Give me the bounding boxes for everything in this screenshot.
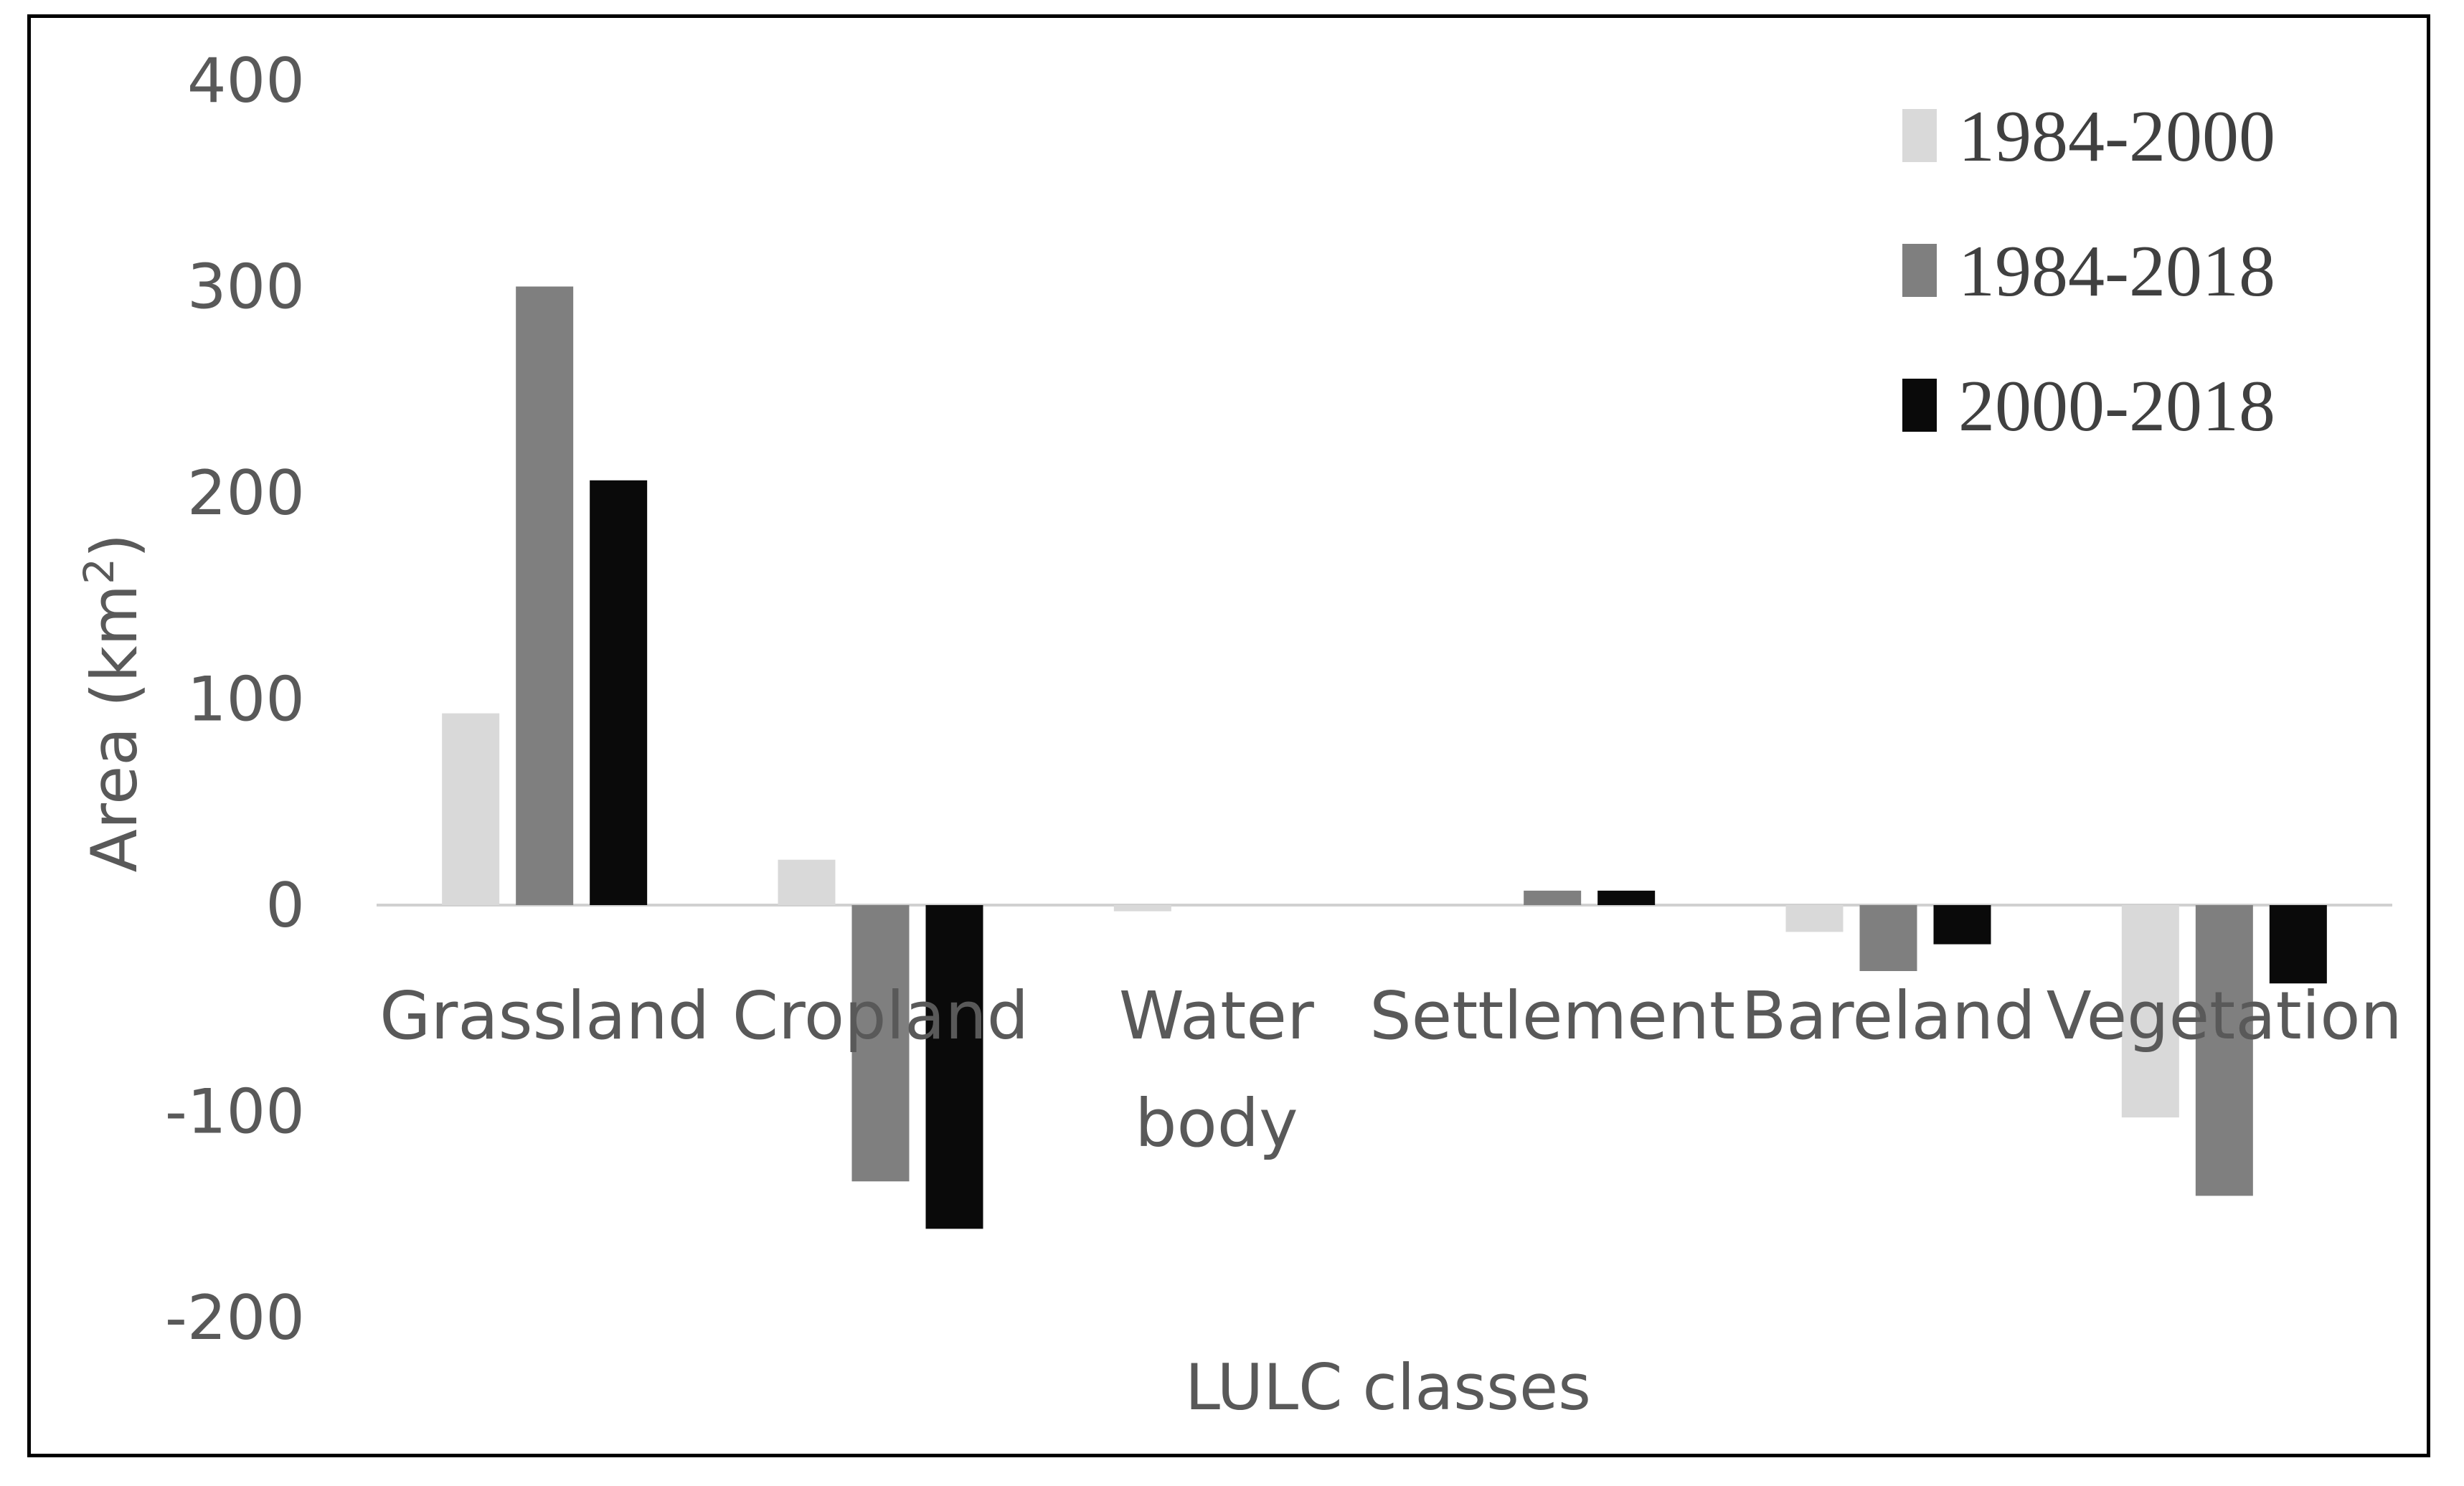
y-tick-label: 300 xyxy=(187,252,305,323)
bar-1984-2018-1 xyxy=(851,905,910,1182)
bar-1984-2000-2 xyxy=(1113,905,1171,912)
bar-2000-2018-1 xyxy=(925,905,983,1229)
legend-swatch xyxy=(1902,109,1937,162)
legend-label: 1984-2000 xyxy=(1958,96,2275,177)
category-label-line: body xyxy=(1135,1085,1298,1162)
legend-swatch xyxy=(1902,244,1937,297)
category-label-line: Bareland xyxy=(1741,978,2036,1054)
y-tick-label: 0 xyxy=(265,870,305,942)
category-label: Grassland xyxy=(379,978,709,1054)
category-label: Cropland xyxy=(732,978,1029,1054)
y-tick-label: 100 xyxy=(187,664,305,736)
bar-1984-2000-4 xyxy=(1785,905,1844,932)
y-tick-label: -100 xyxy=(165,1076,305,1148)
category-label-line: Settlement xyxy=(1369,978,1735,1054)
bars xyxy=(442,286,2327,1229)
category-label: Bareland xyxy=(1741,978,2036,1054)
y-axis-label: Area (km2) xyxy=(75,534,151,873)
bar-1984-2018-3 xyxy=(1524,890,1582,905)
bar-1984-2018-5 xyxy=(2195,905,2253,1196)
bar-1984-2000-5 xyxy=(2121,905,2179,1118)
category-label-line: Water xyxy=(1119,978,1314,1054)
y-axis-label-superscript: 2 xyxy=(75,558,123,585)
category-label-line: Grassland xyxy=(379,978,709,1054)
chart-frame xyxy=(27,14,2430,1457)
bar-2000-2018-4 xyxy=(1933,905,1991,945)
bar-2000-2018-0 xyxy=(590,480,648,905)
category-labels: Grassland Cropland Water body Settlement Bare… xyxy=(379,978,2402,1162)
legend-swatch xyxy=(1902,379,1937,432)
category-label: Vegetation xyxy=(2047,978,2402,1054)
bar-1984-2018-0 xyxy=(516,286,574,905)
bar-1984-2018-4 xyxy=(1859,905,1917,971)
y-axis-label-close: ) xyxy=(77,534,151,558)
legend-label: 1984-2018 xyxy=(1958,231,2275,312)
x-axis-label: LULC classes xyxy=(1185,1350,1591,1424)
category-label: Settlement xyxy=(1369,978,1735,1054)
category-label: Water body xyxy=(1119,978,1314,1162)
bar-2000-2018-5 xyxy=(2269,905,2327,984)
bar-1984-2000-1 xyxy=(778,859,836,905)
y-tick-label: 400 xyxy=(187,45,305,117)
legend-label: 2000-2018 xyxy=(1958,366,2275,447)
category-label-line: Cropland xyxy=(732,978,1029,1054)
y-axis-ticks: 400 300 200 100 0 -100 -200 xyxy=(165,45,305,1354)
y-tick-label: -200 xyxy=(165,1282,305,1354)
category-label-line: Vegetation xyxy=(2047,978,2402,1054)
bar-2000-2018-3 xyxy=(1597,890,1656,905)
bar-1984-2000-0 xyxy=(442,713,500,905)
y-axis-label-main: Area (km xyxy=(77,585,151,873)
legend: 1984-2000 1984-2018 2000-2018 xyxy=(1902,96,2275,447)
y-tick-label: 200 xyxy=(187,458,305,529)
